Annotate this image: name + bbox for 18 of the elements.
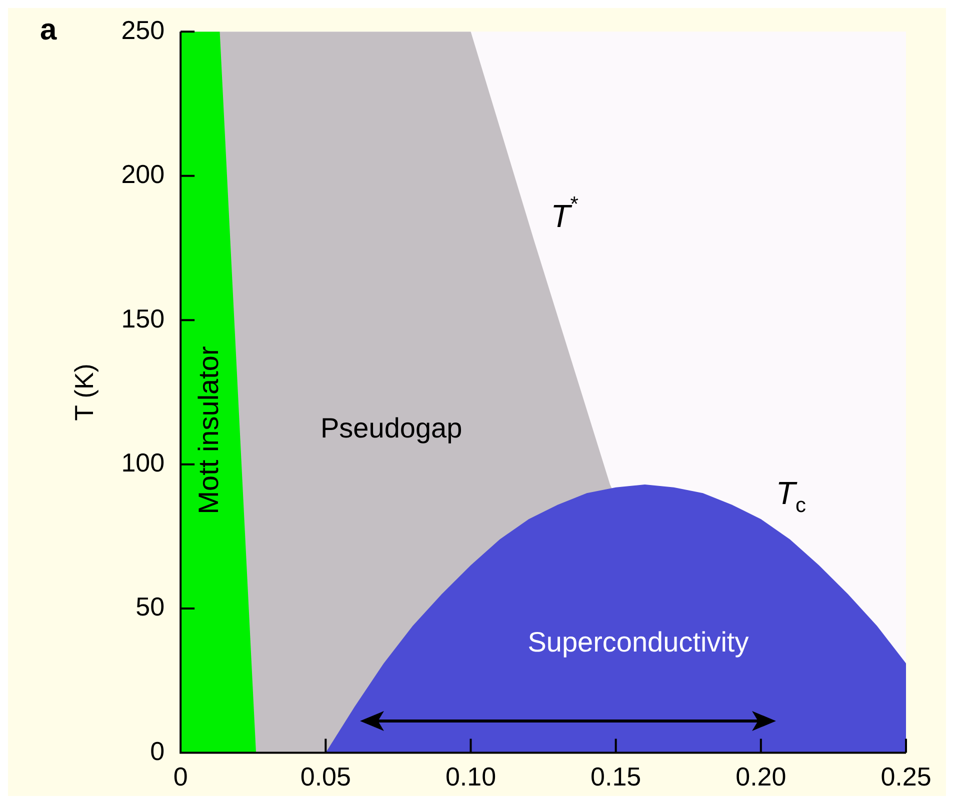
y-tick-label: 200 bbox=[121, 159, 165, 190]
x-tick-label: 0.25 bbox=[880, 762, 932, 792]
y-tick-label: 250 bbox=[121, 14, 165, 45]
text: a bbox=[40, 13, 57, 46]
y-tick-label: 50 bbox=[136, 592, 165, 622]
x-tick-label: 0.10 bbox=[445, 762, 496, 792]
x-tick-label: 0 bbox=[173, 762, 188, 792]
series-label: Pseudogap bbox=[320, 412, 462, 444]
series-label: Mott insulator bbox=[192, 346, 224, 514]
x-tick-label: 0.05 bbox=[300, 762, 351, 792]
y-tick-label: 0 bbox=[150, 736, 165, 766]
x-tick-label: 0.15 bbox=[590, 762, 642, 792]
x-tick-label: 0.20 bbox=[736, 762, 786, 792]
annotation: T* bbox=[550, 193, 578, 234]
y-axis-title: T (K) bbox=[68, 364, 99, 421]
y-tick-label: 150 bbox=[121, 303, 165, 334]
y-tick-label: 100 bbox=[121, 447, 165, 478]
series-label: Superconductivity bbox=[528, 626, 749, 658]
